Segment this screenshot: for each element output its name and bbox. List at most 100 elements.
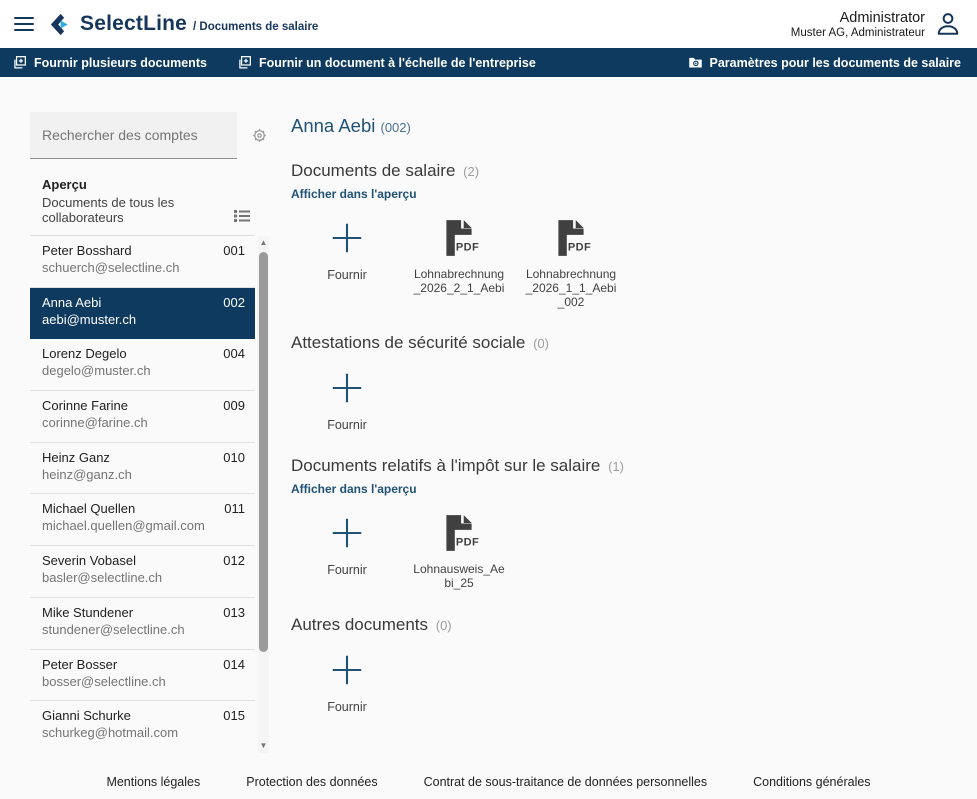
selectline-logo-icon — [50, 13, 68, 35]
provide-document-button[interactable]: Fournir — [291, 363, 403, 432]
employee-email: schurkeg@hotmail.com — [42, 725, 179, 741]
employee-documents-panel: Anna Aebi (002) Documents de salaire (2)… — [269, 77, 977, 765]
plus-icon — [332, 655, 362, 685]
provide-company-document-button[interactable]: Fournir un document à l'échelle de l'ent… — [237, 55, 536, 70]
footer-link[interactable]: Contrat de sous-traitance de données per… — [423, 775, 708, 789]
employee-name: Peter Bosshard — [42, 243, 132, 258]
employee-list-item[interactable]: Peter Bosshard 001 schuerch@selectline.ch — [30, 236, 255, 288]
employee-email: bosser@selectline.ch — [42, 673, 166, 689]
employee-list-item[interactable]: Lorenz Degelo 004 degelo@muster.ch — [30, 339, 255, 392]
section-count: (2) — [463, 164, 480, 179]
document-section: Documents relatifs à l'impôt sur le sala… — [291, 456, 957, 591]
action-toolbar: Fournir plusieurs documents Fournir un d… — [0, 48, 977, 77]
employee-list-item[interactable]: Peter Bosser 014 bosser@selectline.ch — [30, 650, 255, 702]
footer-link[interactable]: Conditions générales — [753, 775, 871, 789]
plus-icon — [332, 374, 362, 403]
scroll-down-arrow[interactable]: ▼ — [259, 741, 268, 750]
employee-email: aebi@muster.ch — [42, 311, 137, 327]
page-title: Anna Aebi (002) — [291, 115, 411, 136]
provide-multiple-documents-button[interactable]: Fournir plusieurs documents — [12, 55, 207, 70]
plus-icon — [332, 519, 362, 548]
employee-number: 002 — [223, 294, 245, 310]
menu-icon[interactable] — [14, 13, 34, 35]
section-count: (1) — [608, 459, 624, 475]
employee-number: 011 — [224, 501, 245, 517]
provide-document-button[interactable]: Fournir — [291, 213, 403, 282]
person-icon — [937, 13, 959, 35]
provide-label: Fournir — [327, 699, 367, 714]
svg-text:PDF: PDF — [456, 537, 479, 549]
scroll-up-arrow[interactable]: ▲ — [259, 238, 268, 247]
employee-name: Lorenz Degelo — [42, 346, 127, 362]
salary-documents-settings-button[interactable]: Paramètres pour les documents de salaire — [688, 55, 961, 70]
section-count: (0) — [435, 617, 452, 633]
provide-document-button[interactable]: Fournir — [291, 508, 403, 577]
provide-label: Fournir — [327, 563, 367, 578]
search-input[interactable] — [30, 112, 237, 159]
list-icon — [233, 207, 251, 225]
add-document-icon — [14, 56, 26, 69]
employee-name: Severin Vobasel — [42, 553, 136, 569]
employee-list-item[interactable]: Mike Stundener 013 stundener@selectline.ch — [30, 598, 255, 650]
footer-link[interactable]: Protection des données — [246, 775, 378, 789]
employee-email: degelo@muster.ch — [42, 363, 151, 379]
document-name: Lohnabrechnung_2026_1_1_Aebi_002 — [525, 267, 617, 309]
overview-subtitle: Documents de tous les collaborateurs — [42, 195, 175, 225]
employee-number: (002) — [380, 120, 411, 135]
employee-name: Anna Aebi — [42, 294, 102, 310]
pdf-icon: PDF — [446, 515, 479, 552]
document-tiles: Fournir — [291, 363, 957, 432]
pdf-document[interactable]: PDF Lohnausweis_Aebi_25 — [403, 508, 515, 591]
svg-text:PDF: PDF — [456, 242, 479, 254]
content-area: Aperçu Documents de tous les collaborate… — [0, 77, 977, 765]
employee-name: Mike Stundener — [42, 604, 134, 620]
employee-list-item[interactable]: Severin Vobasel 012 basler@selectline.ch — [30, 546, 255, 598]
section-title: Attestations de sécurité sociale (0) — [291, 333, 549, 353]
scrollbar-thumb[interactable] — [259, 252, 268, 652]
employee-email: heinz@ganz.ch — [42, 466, 132, 482]
provide-document-button[interactable]: Fournir — [291, 645, 403, 714]
add-document-icon — [239, 56, 251, 69]
scrollbar[interactable]: ▲ ▼ — [258, 236, 269, 753]
accounts-sidebar: Aperçu Documents de tous les collaborate… — [0, 77, 269, 765]
show-in-preview-link[interactable]: Afficher dans l'aperçu — [291, 187, 417, 201]
user-name: Administrator — [839, 9, 925, 26]
user-role: Muster AG, Administrateur — [790, 26, 925, 39]
employee-number: 001 — [223, 243, 245, 258]
section-title: Autres documents (0) — [291, 614, 452, 634]
svg-text:PDF: PDF — [568, 242, 591, 254]
document-tiles: Fournir PDF Lohnausweis_Aebi_25 — [291, 508, 957, 591]
provide-label: Fournir — [327, 268, 367, 282]
employee-list-item[interactable]: Heinz Ganz 010 heinz@ganz.ch — [30, 443, 255, 495]
employee-list: Peter Bosshard 001 schuerch@selectline.ch A… — [30, 236, 269, 753]
footer-link[interactable]: Mentions légales — [106, 775, 201, 789]
employee-list-item[interactable]: Gianni Schurke 015 schurkeg@hotmail.com — [30, 701, 255, 753]
employee-email: michael.quellen@gmail.com — [42, 518, 205, 534]
employee-number: 013 — [223, 604, 245, 620]
pdf-icon: PDF — [558, 220, 591, 256]
sections: Documents de salaire (2) Afficher dans l'… — [291, 161, 957, 714]
employee-name: Heinz Ganz — [42, 449, 110, 465]
app-logo[interactable]: SelectLine / Documents de salaire — [50, 12, 318, 36]
employee-list-item[interactable]: Corinne Farine 009 corinne@farine.ch — [30, 391, 255, 443]
employee-number: 015 — [223, 708, 245, 724]
user-menu[interactable]: Administrator Muster AG, Administrateur — [791, 9, 963, 39]
document-name: Lohnausweis_Aebi_25 — [413, 562, 505, 591]
gear-icon[interactable] — [250, 126, 269, 145]
overview-all-employees[interactable]: Aperçu Documents de tous les collaborate… — [30, 177, 255, 236]
employee-email: schuerch@selectline.ch — [42, 260, 180, 275]
brand-name: SelectLine — [80, 12, 188, 35]
pdf-icon: PDF — [446, 220, 479, 256]
folder-settings-icon — [688, 57, 702, 68]
section-title: Documents de salaire (2) — [291, 161, 480, 180]
employee-list-item[interactable]: Michael Quellen 011 michael.quellen@gmail.… — [30, 494, 255, 547]
document-name: Lohnabrechnung_2026_2_1_Aebi — [413, 267, 505, 295]
employee-list-item[interactable]: Anna Aebi 002 aebi@muster.ch — [30, 287, 255, 340]
pdf-document[interactable]: PDF Lohnabrechnung_2026_2_1_Aebi — [403, 213, 515, 296]
section-count: (0) — [533, 336, 549, 352]
pdf-document[interactable]: PDF Lohnabrechnung_2026_1_1_Aebi_002 — [515, 213, 627, 309]
provide-label: Fournir — [327, 418, 367, 433]
document-tiles: Fournir — [291, 645, 957, 714]
employee-name: Peter Bosser — [42, 656, 118, 672]
show-in-preview-link[interactable]: Afficher dans l'aperçu — [291, 482, 417, 497]
